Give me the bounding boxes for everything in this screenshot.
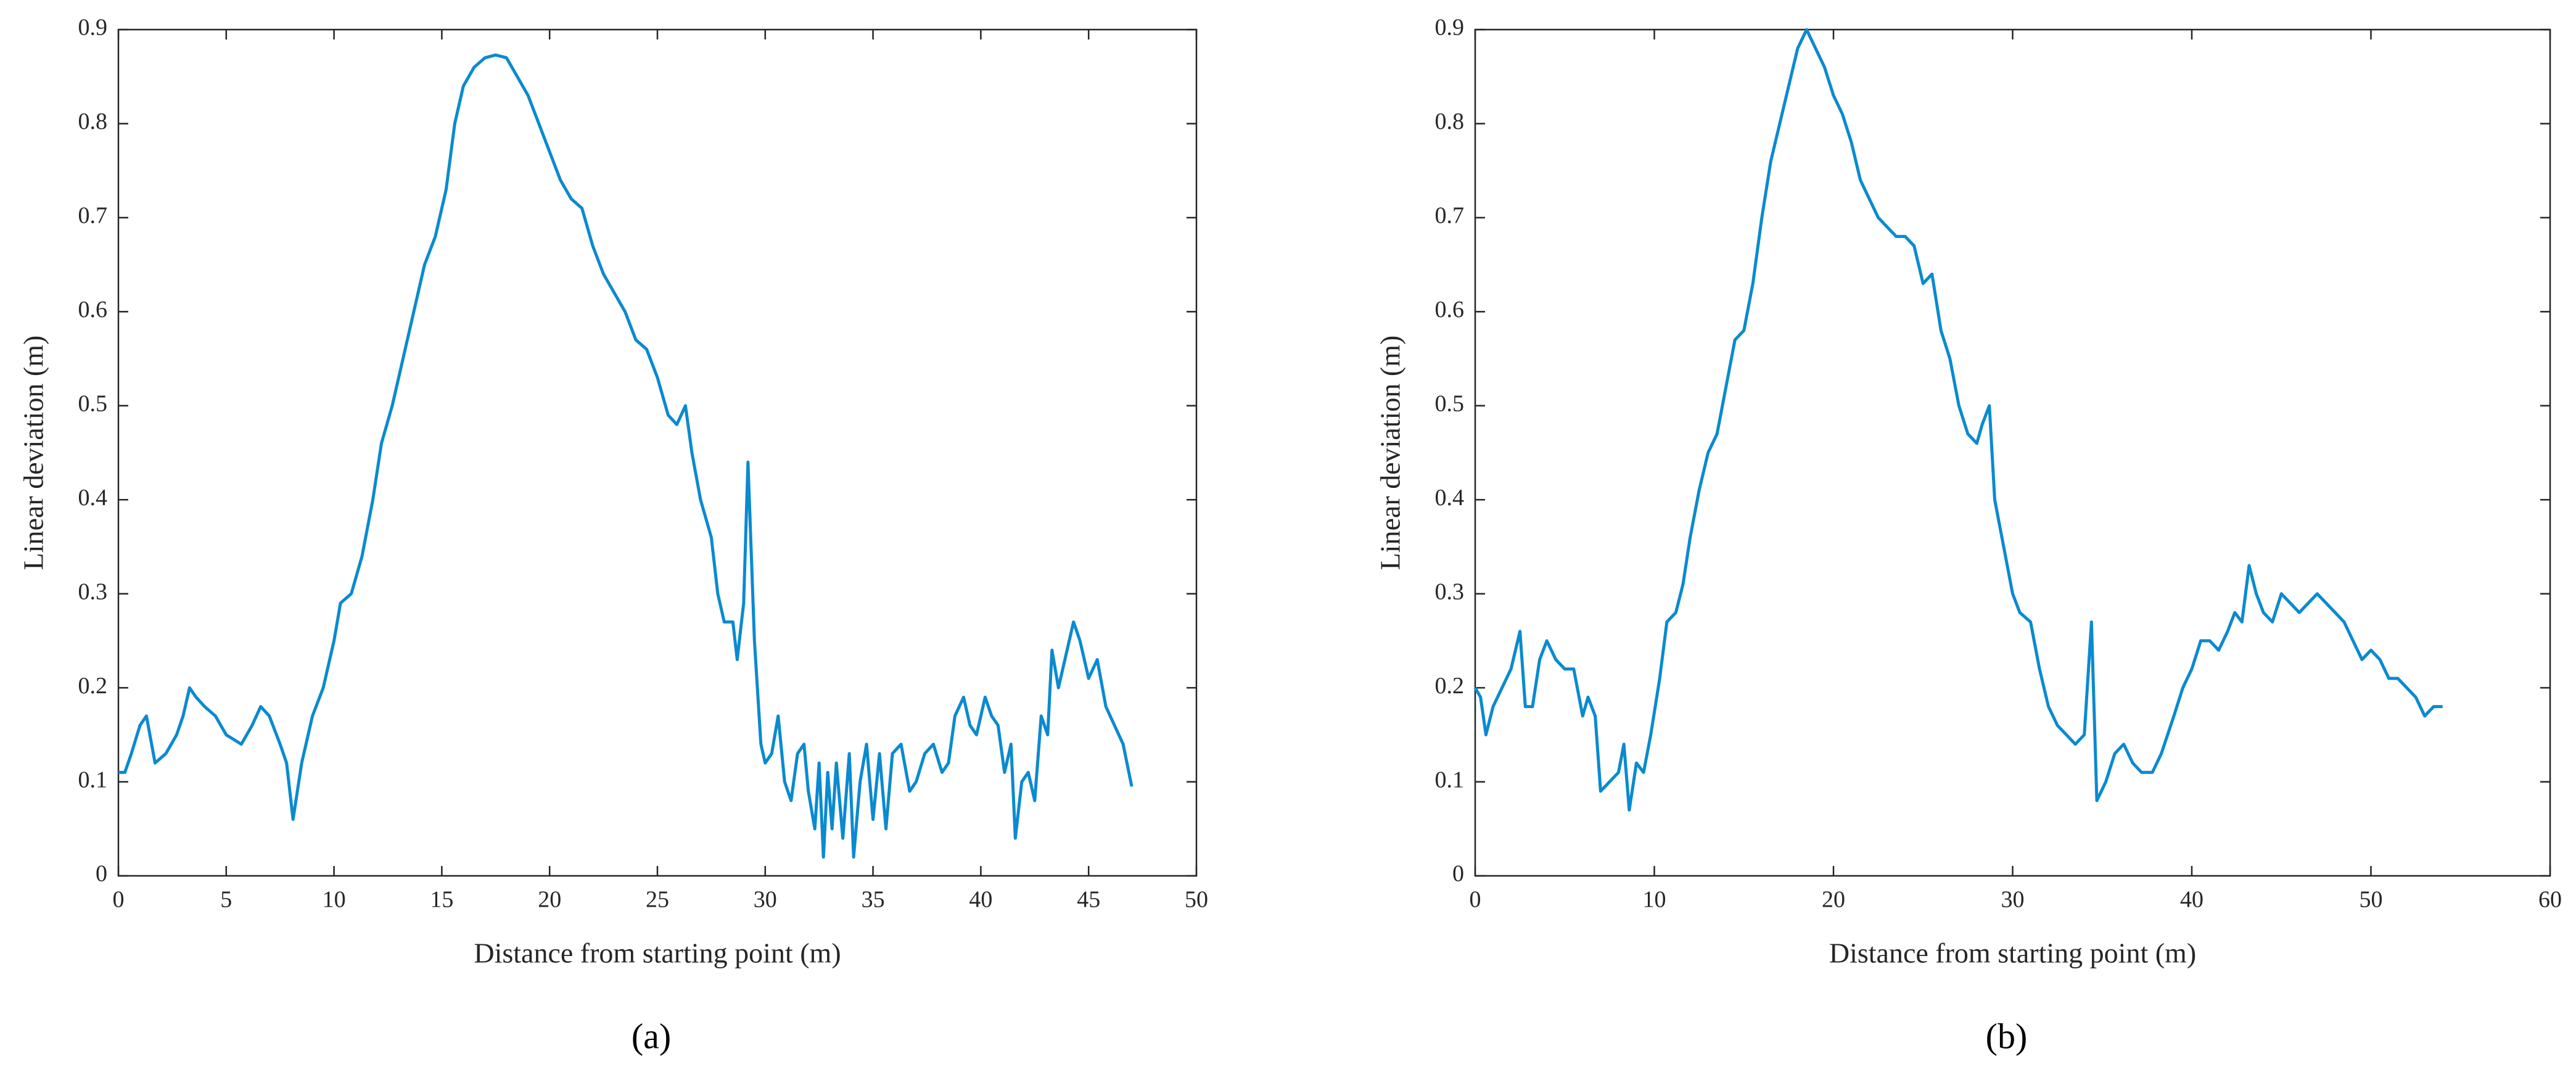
x-tick-label: 5 [220,887,232,913]
y-tick-label: 0.3 [1435,579,1465,604]
x-axis-label: Distance from starting point (m) [474,938,841,969]
x-tick-label: 30 [2001,887,2025,913]
x-tick-label: 10 [323,887,346,913]
y-tick-label: 0.5 [1435,390,1465,416]
y-tick-label: 0.9 [78,15,108,41]
x-tick-label: 60 [2538,887,2562,913]
y-tick-label: 0.8 [1435,109,1465,134]
x-tick-label: 0 [1470,887,1481,913]
y-tick-label: 0.6 [78,297,108,323]
y-tick-label: 0 [96,861,107,887]
y-tick-label: 0.2 [1435,673,1465,699]
y-tick-label: 0 [1452,861,1464,887]
x-tick-label: 0 [113,887,125,913]
x-tick-label: 10 [1643,887,1666,913]
y-tick-label: 0.7 [1435,203,1465,229]
y-axis-label: Linear deviation (m) [1375,336,1406,571]
x-tick-label: 35 [862,887,885,913]
x-tick-label: 50 [1185,887,1208,913]
x-axis-label: Distance from starting point (m) [1829,938,2196,969]
y-tick-label: 0.1 [1435,767,1465,793]
x-tick-label: 20 [538,887,561,913]
y-tick-label: 0.9 [1435,15,1465,41]
y-tick-label: 0.8 [78,109,108,134]
x-tick-label: 30 [754,887,777,913]
x-tick-label: 40 [969,887,992,913]
y-axis-label: Linear deviation (m) [18,336,49,571]
caption: (b) [1986,1016,2028,1056]
x-tick-label: 25 [646,887,669,913]
y-tick-label: 0.4 [1435,485,1465,511]
x-tick-label: 15 [430,887,453,913]
data-line [118,53,1134,859]
caption: (a) [632,1016,671,1056]
x-tick-label: 20 [1822,887,1845,913]
y-tick-label: 0.6 [1435,297,1465,323]
y-tick-label: 0.7 [78,203,108,229]
y-tick-label: 0.4 [78,485,108,511]
x-tick-label: 50 [2360,887,2383,913]
y-tick-label: 0.2 [78,673,108,699]
y-tick-label: 0.3 [78,579,108,604]
x-tick-label: 45 [1077,887,1100,913]
y-tick-label: 0.5 [78,390,108,416]
plot-frame [1474,28,2551,877]
data-line [1473,28,2443,812]
y-tick-label: 0.1 [78,767,108,793]
x-tick-label: 40 [2180,887,2204,913]
